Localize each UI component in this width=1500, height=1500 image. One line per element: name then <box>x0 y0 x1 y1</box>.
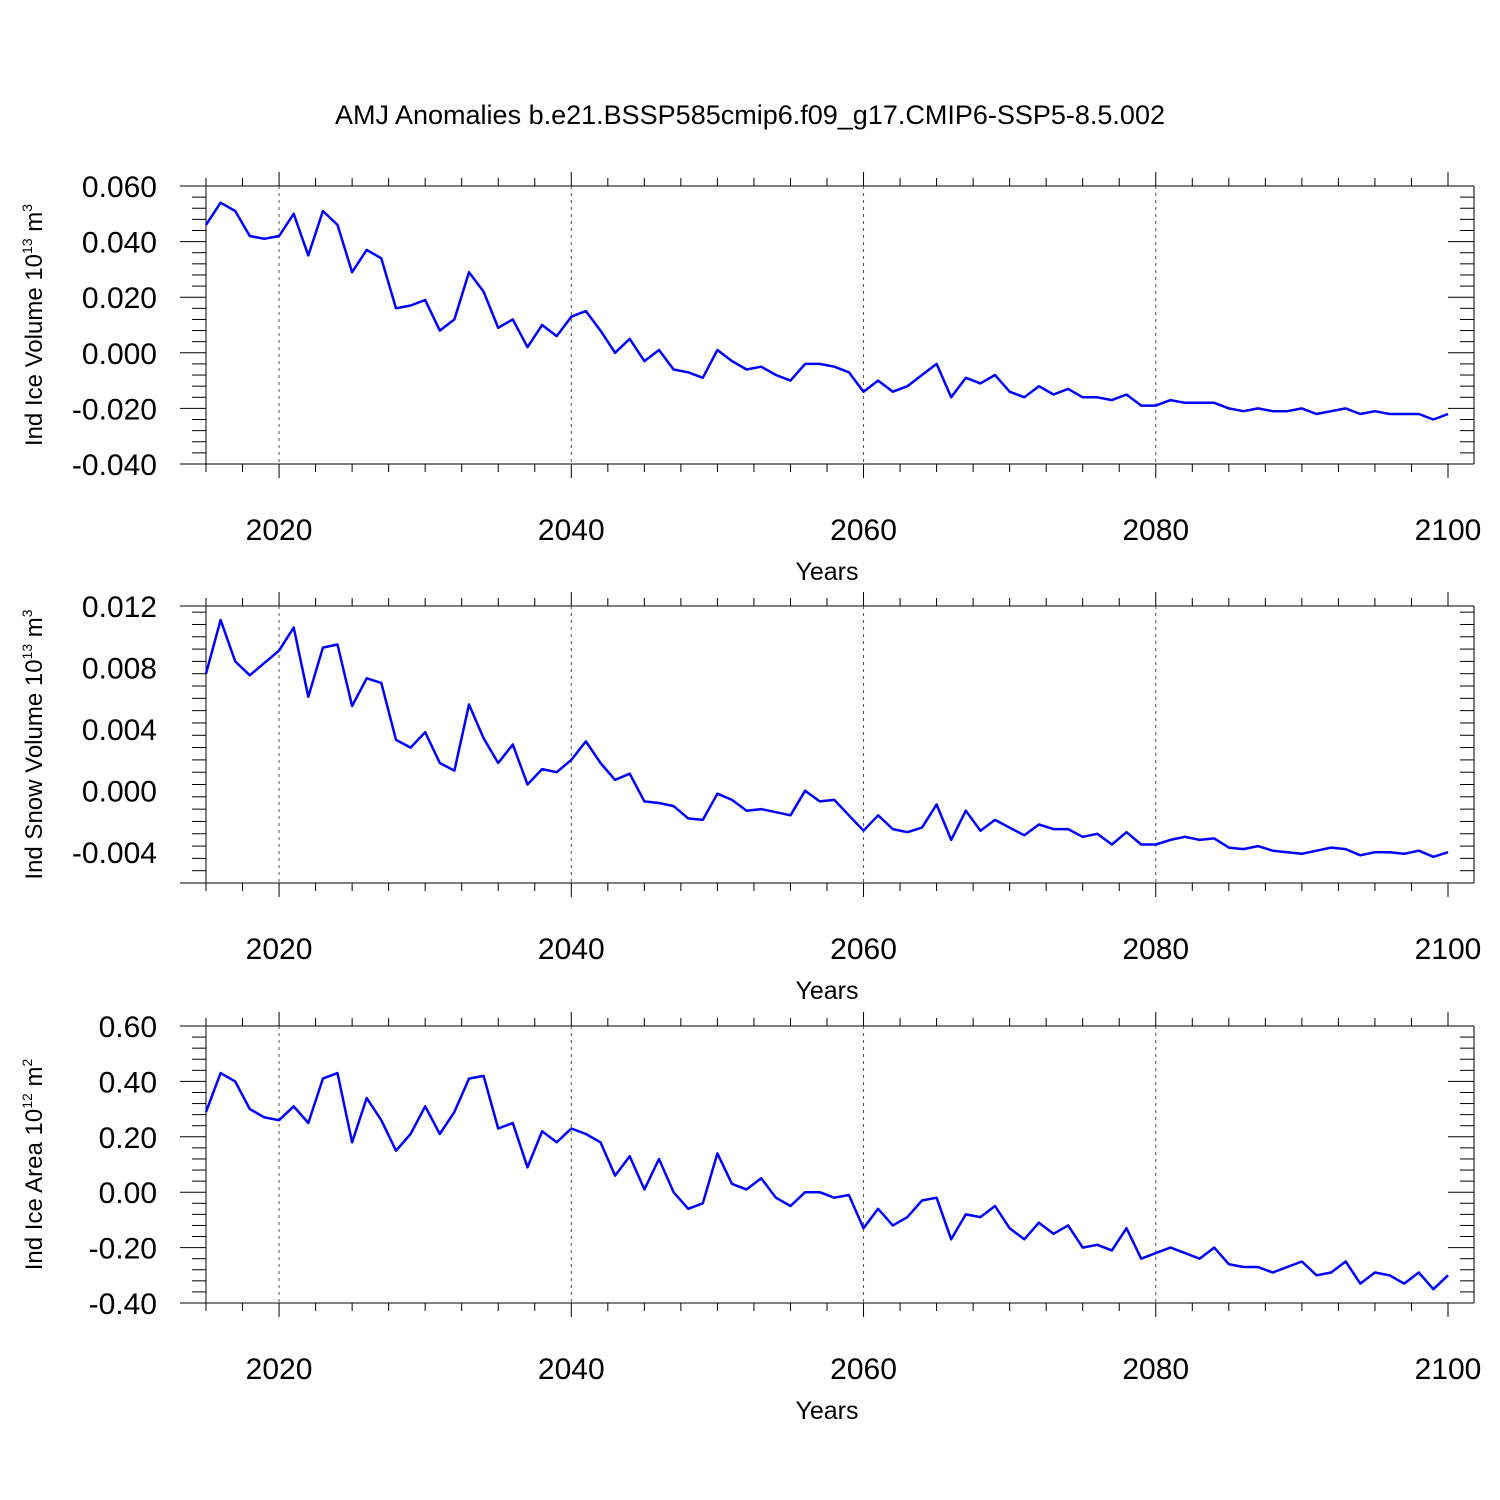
y-axis-label: Ind Snow Volume 1013 m3 <box>19 609 48 879</box>
y-tick-label: 0.000 <box>82 776 157 809</box>
y-axis-label-unit-exp: 2 <box>19 1059 35 1067</box>
y-tick-label: -0.020 <box>72 393 157 426</box>
y-axis-label-unit: m <box>21 1067 48 1094</box>
y-axis-label-unit-exp: 3 <box>19 609 35 617</box>
y-tick-label: 0.020 <box>82 282 157 315</box>
y-axis-label-exp: 13 <box>19 644 35 660</box>
x-tick-label: 2080 <box>1122 514 1189 547</box>
x-tick-label: 2100 <box>1415 933 1482 966</box>
y-tick-label: 0.20 <box>99 1122 157 1155</box>
series-line <box>204 1071 1449 1291</box>
x-tick-label: 2080 <box>1122 933 1189 966</box>
chart-panel-2: 2020 2040 2060 2080 2100 0.012 0.008 0.004 0.000… <box>19 591 1481 1005</box>
y-tick-label: -0.40 <box>89 1288 157 1321</box>
y-tick-label: 0.40 <box>99 1066 157 1099</box>
series-line <box>204 201 1449 421</box>
y-tick-label: -0.004 <box>72 837 157 870</box>
y-tick-label: 0.012 <box>82 591 157 624</box>
y-tick-label: -0.040 <box>72 449 157 482</box>
y-axis-label-prefix: Ind Ice Area 10 <box>21 1109 48 1270</box>
chart-panel-1: 2020 2040 2060 2080 2100 0.060 0.040 0.020 0.000… <box>19 171 1481 586</box>
series-line <box>204 618 1449 859</box>
panels: 2020 2040 2060 2080 21000.0600.0400.0200.000… <box>19 171 1481 1425</box>
y-axis-label-exp: 12 <box>19 1093 35 1109</box>
x-tick-label: 2060 <box>830 933 897 966</box>
y-axis-label-unit: m <box>21 617 48 644</box>
y-tick-label: 0.00 <box>99 1177 157 1210</box>
x-tick-label: 2040 <box>538 933 605 966</box>
y-tick-label: 0.008 <box>82 653 157 686</box>
x-tick-label: 2020 <box>246 514 313 547</box>
x-tick-label: 2100 <box>1415 514 1482 547</box>
x-tick-label: 2080 <box>1122 1353 1189 1386</box>
x-tick-label: 2060 <box>830 1353 897 1386</box>
x-tick-label: 2020 <box>246 933 313 966</box>
y-tick-label: 0.60 <box>99 1011 157 1044</box>
x-tick-label: 2040 <box>538 1353 605 1386</box>
x-axis-label: Years <box>795 558 858 586</box>
figure-title: AMJ Anomalies b.e21.BSSP585cmip6.f09_g17… <box>335 100 1165 130</box>
y-axis-label: Ind Ice Area 1012 m2 <box>19 1059 48 1271</box>
y-tick-label: 0.000 <box>82 338 157 371</box>
x-tick-label: 2100 <box>1415 1353 1482 1386</box>
y-axis-label-exp: 13 <box>19 238 35 254</box>
y-axis-label: Ind Ice Volume 1013 m3 <box>19 204 48 446</box>
y-tick-label: -0.20 <box>89 1233 157 1266</box>
x-tick-label: 2060 <box>830 514 897 547</box>
y-axis-label-prefix: Ind Snow Volume 10 <box>21 659 48 879</box>
x-tick-label: 2020 <box>246 1353 313 1386</box>
x-tick-label: 2040 <box>538 514 605 547</box>
y-axis-label-unit: m <box>21 212 48 239</box>
y-axis-label-prefix: Ind Ice Volume 10 <box>21 254 48 446</box>
y-tick-label: 0.040 <box>82 227 157 260</box>
y-axis-label-unit-exp: 3 <box>19 204 35 212</box>
y-tick-label: 0.060 <box>82 171 157 204</box>
x-axis-label: Years <box>795 977 858 1005</box>
x-axis-label: Years <box>795 1397 858 1425</box>
chart-panel-3: 2020 2040 2060 2080 2100 0.60 0.40 0.20 0.00 -0.2… <box>19 1011 1481 1425</box>
y-tick-label: 0.004 <box>82 714 157 747</box>
